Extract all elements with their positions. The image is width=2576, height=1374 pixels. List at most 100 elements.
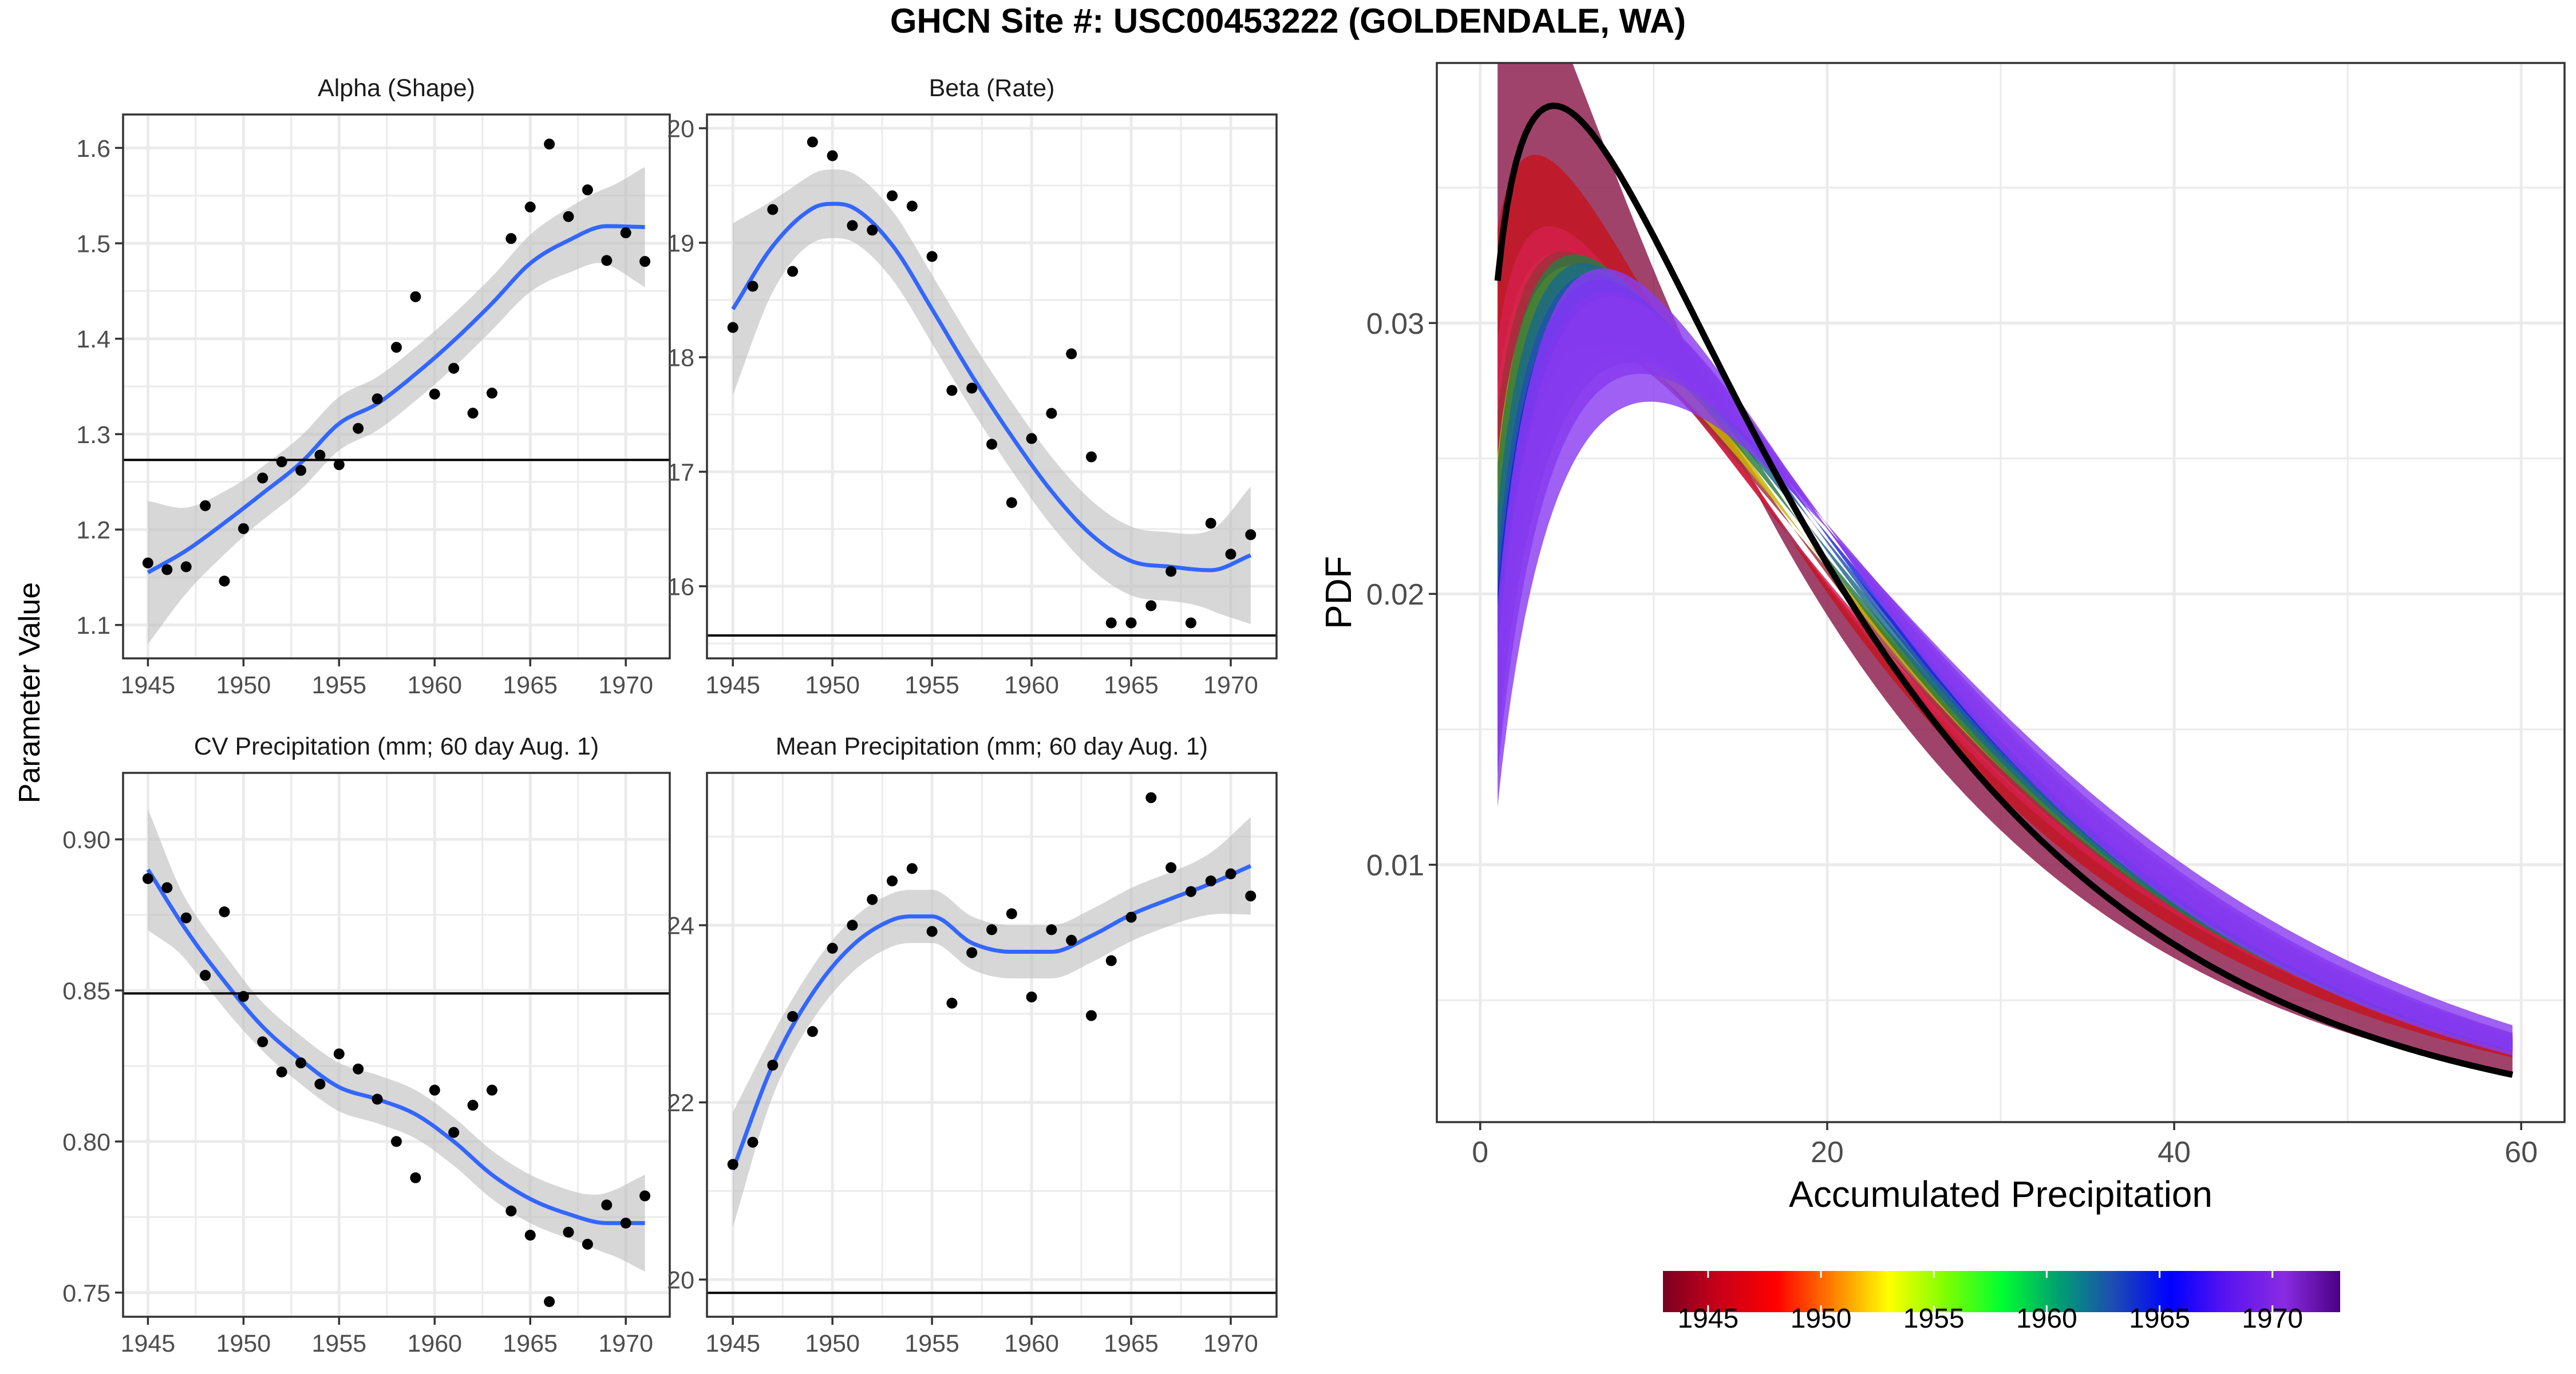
data-point — [1026, 433, 1037, 444]
data-point — [524, 202, 536, 213]
data-point — [787, 266, 799, 277]
data-point — [333, 459, 345, 471]
y-tick-label: 1.4 — [76, 326, 110, 353]
y-tick-label: 20 — [667, 1266, 694, 1294]
data-point — [966, 947, 978, 958]
panel-border — [706, 113, 1278, 660]
data-point — [1165, 566, 1177, 577]
data-point — [1185, 886, 1196, 897]
data-point — [180, 561, 192, 572]
data-point — [1066, 934, 1077, 946]
plot-area — [1494, 63, 2514, 1078]
data-point — [410, 291, 421, 302]
data-point — [200, 970, 211, 981]
data-point — [372, 393, 383, 405]
data-point — [372, 1093, 383, 1105]
color-bar-label: 1965 — [2129, 1304, 2190, 1334]
x-tick-label: 60 — [2504, 1136, 2538, 1169]
data-point — [353, 423, 364, 434]
data-point — [524, 1230, 536, 1241]
data-point — [847, 220, 858, 231]
x-tick-label: 1960 — [1004, 672, 1059, 699]
data-point — [986, 439, 997, 450]
color-bar-label: 1970 — [2242, 1304, 2303, 1334]
x-tick-label: 1950 — [805, 672, 860, 699]
data-point — [353, 1063, 364, 1075]
x-tick-label: 0 — [1472, 1136, 1488, 1169]
x-tick-label: 20 — [1811, 1136, 1844, 1169]
reference-pdf-curve — [1494, 102, 2514, 1078]
y-tick-label: 0.90 — [62, 827, 110, 854]
data-point — [1125, 617, 1137, 629]
y-tick-label: 0.75 — [62, 1280, 110, 1307]
panel-border — [122, 113, 671, 660]
data-point — [1085, 451, 1097, 463]
data-point — [926, 251, 938, 262]
plot-area — [123, 139, 670, 644]
y-tick-label: 0.01 — [1366, 849, 1424, 882]
data-point — [563, 1226, 574, 1238]
data-point — [946, 385, 958, 396]
data-point — [1125, 911, 1137, 923]
data-point — [1026, 991, 1037, 1002]
data-point — [639, 256, 651, 267]
data-point — [295, 1057, 307, 1069]
y-tick-label: 19 — [667, 230, 694, 257]
page-title: GHCN Site #: USC00453222 (GOLDENDALE, WA… — [890, 2, 1686, 40]
color-bar-label: 1945 — [1677, 1304, 1739, 1334]
plot-area — [707, 136, 1277, 637]
data-point — [620, 1217, 631, 1229]
y-tick-label: 1.5 — [76, 230, 110, 258]
x-tick-label: 1955 — [311, 672, 366, 699]
data-point — [467, 408, 479, 419]
data-point — [314, 449, 326, 461]
panel-title: Mean Precipitation (mm; 60 day Aug. 1) — [776, 733, 1208, 760]
confidence-band — [148, 167, 645, 644]
data-point — [1145, 600, 1157, 611]
data-point — [867, 224, 878, 236]
data-point — [219, 906, 230, 918]
data-point — [727, 322, 738, 333]
x-tick-label: 1945 — [705, 1330, 760, 1357]
panel-alpha: Alpha (Shape) 1945 1950 1955 1960 1965 1970 1.1… — [76, 74, 671, 699]
x-tick-label: 1955 — [904, 672, 959, 699]
x-tick-label: 1960 — [407, 672, 462, 699]
plot-area — [123, 809, 670, 1308]
panel-beta: Beta (Rate) 1945 1950 1955 1960 1965 1970 16 17 1… — [667, 74, 1278, 699]
x-tick-label: 1945 — [705, 672, 760, 699]
y-axis-label: PDF — [1318, 556, 1359, 629]
x-tick-label: 1955 — [904, 1330, 959, 1357]
data-point — [467, 1100, 479, 1111]
pdf-band-1948 — [1498, 155, 2513, 1058]
data-point — [333, 1048, 345, 1060]
data-point — [966, 382, 978, 394]
data-point — [486, 388, 497, 399]
panel-mean: Mean Precipitation (mm; 60 day Aug. 1) 19… — [667, 733, 1278, 1357]
x-tick-label: 1945 — [121, 672, 176, 699]
data-point — [1225, 548, 1236, 560]
y-tick-label: 1.6 — [76, 135, 110, 163]
plot-area — [707, 792, 1277, 1294]
y-tick-label: 0.03 — [1366, 307, 1424, 341]
data-point — [582, 184, 593, 196]
data-point — [142, 557, 153, 568]
data-point — [906, 200, 918, 212]
x-tick-label: 1955 — [311, 1330, 366, 1357]
data-point — [1225, 868, 1236, 879]
data-point — [827, 942, 838, 954]
panel-cv: CV Precipitation (mm; 60 day Aug. 1) 1945… — [62, 733, 671, 1357]
data-point — [620, 227, 631, 239]
y-tick-label: 0.85 — [62, 977, 110, 1005]
data-point — [1006, 908, 1017, 919]
data-point — [314, 1079, 326, 1090]
data-point — [391, 342, 402, 353]
x-tick-label: 1960 — [1004, 1330, 1059, 1357]
data-point — [1105, 955, 1117, 966]
panel-border — [122, 772, 671, 1318]
data-point — [1245, 529, 1257, 540]
data-point — [767, 1060, 779, 1071]
x-tick-label: 1970 — [1203, 1330, 1258, 1357]
x-tick-label: 1965 — [1104, 1330, 1159, 1357]
